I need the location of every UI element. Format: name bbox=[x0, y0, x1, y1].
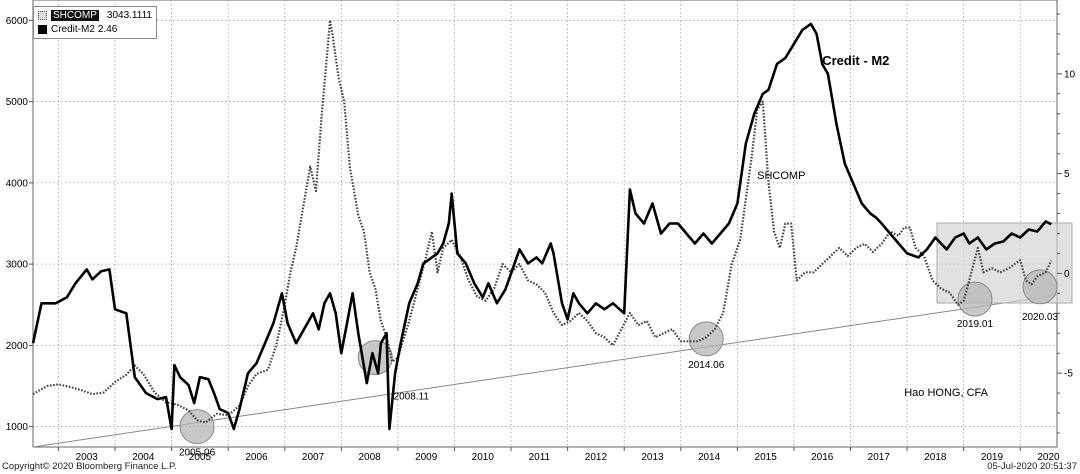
left-tick-label: 1000 bbox=[6, 422, 29, 433]
legend-value: 3043.1111 bbox=[106, 10, 152, 21]
left-tick-label: 6000 bbox=[6, 16, 29, 27]
plot-area-border bbox=[32, 0, 1058, 448]
left-tick-label: 3000 bbox=[6, 260, 29, 271]
right-tick-label: -5 bbox=[1064, 369, 1073, 380]
highlight-label: 2014.06 bbox=[688, 360, 725, 371]
legend-swatch-solid bbox=[38, 25, 47, 34]
x-tick-label: 2006 bbox=[245, 452, 268, 463]
annotation-text: Hao HONG, CFA bbox=[904, 387, 988, 399]
left-tick-label: 2000 bbox=[6, 341, 29, 352]
legend-item-credit-m2: Credit-M2 2.46 bbox=[38, 23, 117, 36]
annotation-text: Credit - M2 bbox=[822, 53, 889, 68]
highlight-circle bbox=[688, 321, 724, 357]
series-line-shcomp bbox=[32, 19, 1053, 424]
left-tick-label: 5000 bbox=[6, 97, 29, 108]
highlight-circle bbox=[1022, 269, 1058, 305]
x-tick-label: 2019 bbox=[981, 452, 1004, 463]
right-tick-label: 10 bbox=[1064, 69, 1076, 80]
x-tick-label: 2018 bbox=[924, 452, 947, 463]
highlight-label: 2019.01 bbox=[957, 319, 994, 330]
x-tick-label: 2015 bbox=[755, 452, 778, 463]
x-tick-label: 2005 bbox=[189, 452, 212, 463]
timestamp-text: 05-Jul-2020 20:51:37 bbox=[987, 461, 1077, 472]
highlight-label: 2008.11 bbox=[394, 392, 430, 403]
left-tick-label: 4000 bbox=[6, 178, 29, 189]
x-tick-label: 2007 bbox=[302, 452, 325, 463]
series-lines bbox=[31, 19, 1053, 431]
copyright-text: Copyright© 2020 Bloomberg Finance L.P. bbox=[2, 461, 177, 472]
highlight-label: 2005.06 bbox=[179, 448, 216, 459]
legend-swatch-dotted bbox=[38, 11, 47, 20]
x-axis: 2003 2004 2005 2006 2007 2008 2009 2010 2011 2012… bbox=[57, 447, 1060, 463]
x-tick-label: 2010 bbox=[472, 452, 495, 463]
x-tick-label: 2013 bbox=[641, 452, 664, 463]
highlight-label: 2020.03 bbox=[1022, 312, 1059, 323]
right-tick-label: 5 bbox=[1064, 169, 1070, 180]
right-tick-label: 0 bbox=[1064, 269, 1070, 280]
series-line-credit-m2 bbox=[31, 22, 1052, 431]
x-tick-label: 2012 bbox=[585, 452, 608, 463]
highlight-circle bbox=[957, 281, 993, 317]
annotations: Credit - M2 SHCOMP Hao HONG, CFA bbox=[757, 53, 988, 399]
annotation-text: SHCOMP bbox=[757, 170, 805, 182]
x-tick-label: 2020 bbox=[1037, 452, 1060, 463]
left-axis: 1000 2000 3000 4000 5000 6000 bbox=[6, 16, 33, 433]
highlight-circle bbox=[179, 409, 215, 445]
legend-label: SHCOMP bbox=[51, 10, 99, 21]
grid bbox=[33, 0, 1057, 447]
x-tick-label: 2008 bbox=[358, 452, 381, 463]
x-tick-label: 2004 bbox=[132, 452, 155, 463]
legend-value: 2.46 bbox=[97, 24, 118, 35]
x-tick-label: 2003 bbox=[76, 452, 99, 463]
x-tick-label: 2014 bbox=[698, 452, 721, 463]
right-axis: -5 0 5 10 bbox=[1057, 13, 1076, 434]
x-tick-label: 2017 bbox=[868, 452, 891, 463]
x-tick-label: 2016 bbox=[811, 452, 834, 463]
x-tick-label: 2011 bbox=[529, 452, 551, 463]
legend-item-shcomp: SHCOMP 3043.1111 bbox=[38, 9, 152, 22]
x-tick-label: 2009 bbox=[415, 452, 438, 463]
legend: SHCOMP 3043.1111 Credit-M2 2.46 bbox=[33, 6, 157, 39]
legend-label: Credit-M2 bbox=[51, 24, 95, 35]
